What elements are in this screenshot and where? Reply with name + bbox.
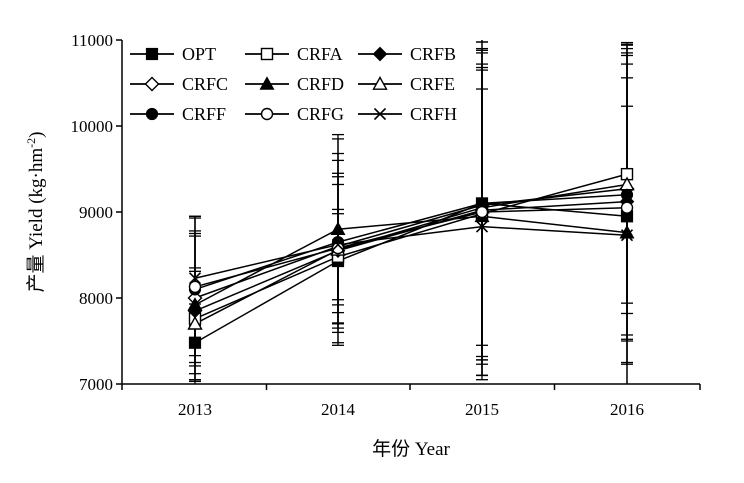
x-tick-label: 2015 <box>465 400 499 419</box>
legend-label: CRFA <box>297 44 343 64</box>
legend-item-crfe: CRFE <box>358 74 455 94</box>
point-crfh <box>188 272 202 285</box>
x-axis-title: 年份 Year <box>372 438 450 460</box>
line-crfe <box>194 183 628 325</box>
point-crfg <box>188 280 202 294</box>
legend-item-crfh: CRFH <box>358 104 457 124</box>
y-tick-label: 7000 <box>79 375 113 394</box>
legend: OPT CRFA CRFB CRFC CRFD CRFE CRFF CRFG CRFH <box>130 44 457 124</box>
legend-marker <box>259 76 275 90</box>
legend-marker <box>372 46 388 62</box>
legend-item-crff: CRFF <box>130 104 226 124</box>
point-crff <box>620 188 634 201</box>
line-crff <box>194 194 628 291</box>
x-ticks: 2013 2014 2015 2016 <box>121 384 701 419</box>
point-crfd <box>330 221 346 235</box>
point-crfd <box>187 297 203 311</box>
legend-marker <box>260 47 274 61</box>
legend-label: CRFF <box>182 104 226 124</box>
legend-item-crfd: CRFD <box>245 74 344 94</box>
legend-item-crfg: CRFG <box>245 104 344 124</box>
line-opt <box>194 202 628 344</box>
legend-label: CRFH <box>410 104 457 124</box>
line-crfg <box>194 206 628 288</box>
point-opt <box>188 336 202 349</box>
point-crfh <box>475 220 489 233</box>
y-tick-label: 10000 <box>71 117 114 136</box>
legend-marker <box>372 76 388 90</box>
legend-marker <box>145 47 159 61</box>
y-axis-title-sup: -2 <box>24 138 38 148</box>
legend-label: CRFC <box>182 74 228 94</box>
point-crfg <box>620 201 634 214</box>
y-tick-label: 11000 <box>71 31 113 50</box>
legend-marker <box>373 107 387 121</box>
point-crfg <box>331 241 345 255</box>
point-crfe <box>187 315 203 330</box>
y-axis-title-main: 产量 Yield (kg·hm <box>25 148 47 293</box>
legend-label: CRFB <box>410 44 456 64</box>
line-crfb <box>194 200 628 312</box>
line-crfh <box>194 225 628 279</box>
point-crfh <box>331 238 345 251</box>
y-tick-label: 9000 <box>79 203 113 222</box>
y-axis-title: 产量 Yield (kg·hm-2) <box>24 132 47 293</box>
line-crfc <box>194 188 628 299</box>
x-tick-label: 2013 <box>178 400 212 419</box>
x-tick-label: 2014 <box>321 400 356 419</box>
y-tick-label: 8000 <box>79 289 113 308</box>
legend-marker <box>145 107 159 121</box>
y-axis-title-close: ) <box>26 132 47 138</box>
x-tick-label: 2016 <box>610 400 644 419</box>
legend-label: CRFG <box>297 104 344 124</box>
legend-marker <box>260 107 274 121</box>
legend-item-opt: OPT <box>130 44 216 64</box>
legend-item-crfb: CRFB <box>358 44 456 64</box>
series-lines <box>194 173 628 344</box>
legend-item-crfc: CRFC <box>130 74 228 94</box>
point-crfg <box>475 205 489 219</box>
series-markers <box>187 167 635 349</box>
legend-label: OPT <box>182 44 216 64</box>
legend-item-crfa: CRFA <box>245 44 343 64</box>
y-ticks: 7000 8000 9000 10000 11000 <box>71 31 122 394</box>
legend-label: CRFE <box>410 74 455 94</box>
legend-label: CRFD <box>297 74 344 94</box>
point-crfh <box>620 229 634 242</box>
legend-marker <box>144 76 160 92</box>
